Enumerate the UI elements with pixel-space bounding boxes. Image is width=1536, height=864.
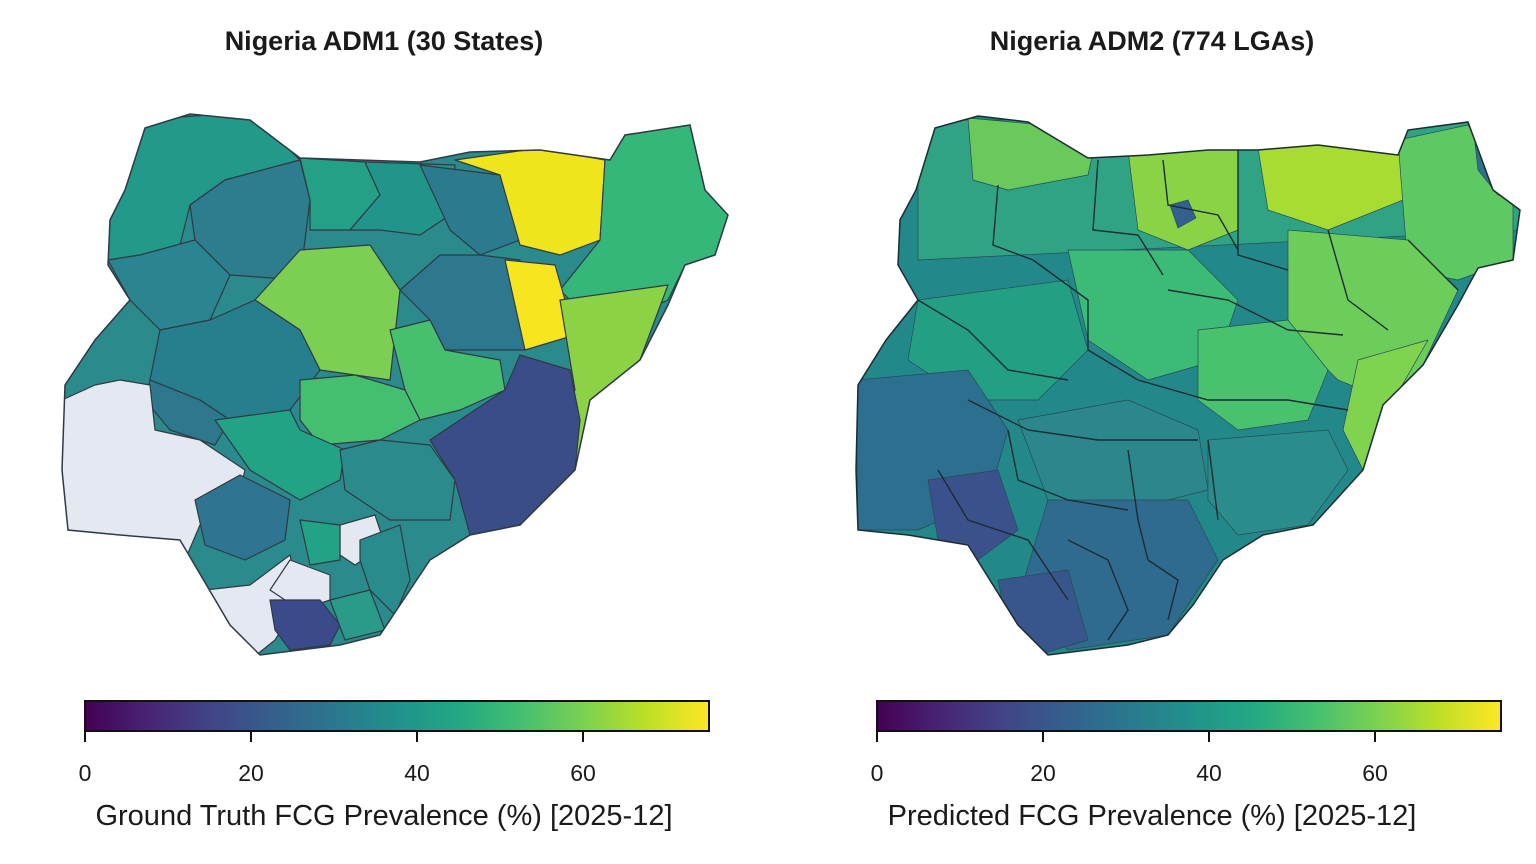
- adm1-tick-label: 0: [78, 760, 92, 786]
- adm2-tick: [1208, 732, 1210, 742]
- adm2-tick: [876, 732, 878, 742]
- adm2-tick-label: 0: [870, 760, 884, 786]
- adm2-tick-label: 20: [1030, 760, 1056, 786]
- country-outline-adm1: [61, 113, 729, 656]
- region-ebonyi: [299, 519, 341, 566]
- country-outline-adm2: [855, 115, 1521, 656]
- region-rivers: [269, 599, 341, 651]
- adm2-title: Nigeria ADM2 (774 LGAs): [989, 26, 1315, 56]
- adm1-colorbar-label: Ground Truth FCG Prevalence (%) [2025-12…: [95, 800, 673, 832]
- region-niger-mid: [907, 279, 1089, 401]
- adm2-tick: [1042, 732, 1044, 742]
- adm1-boundaries: [917, 150, 1459, 641]
- adm2-tick-label: 40: [1196, 760, 1222, 786]
- adm2-tick-label: 60: [1362, 760, 1388, 786]
- region-nasarawa: [299, 374, 421, 446]
- adm1-map: [61, 113, 729, 656]
- adm2-colorbar-label: Predicted FCG Prevalence (%) [2025-12]: [887, 800, 1417, 832]
- region-east-mid: [1207, 429, 1349, 536]
- adm2-colorbar: [876, 700, 1502, 732]
- region-plateau-mid: [1197, 319, 1329, 431]
- adm1-tick: [250, 732, 252, 742]
- adm1-tick: [416, 732, 418, 742]
- adm1-colorbar: [84, 700, 710, 732]
- adm1-panel: Nigeria ADM1 (30 States): [61, 26, 729, 832]
- adm1-title: Nigeria ADM1 (30 States): [224, 26, 544, 56]
- adm2-map: [855, 115, 1521, 656]
- region-jigawa: [419, 164, 521, 256]
- region-taraba: [429, 354, 581, 536]
- region-kebbi: [107, 239, 231, 331]
- region-ondo: [194, 474, 291, 561]
- adm1-tick: [84, 732, 86, 742]
- adm1-tick-label: 20: [238, 760, 264, 786]
- adm1-tick: [582, 732, 584, 742]
- adm1-tick-label: 60: [570, 760, 596, 786]
- adm2-tick: [1374, 732, 1376, 742]
- region-benue: [339, 439, 456, 521]
- adm1-tick-label: 40: [404, 760, 430, 786]
- adm2-panel: Nigeria ADM2 (774 LGAs): [768, 0, 1536, 864]
- region-southwest-darker: [927, 469, 1019, 561]
